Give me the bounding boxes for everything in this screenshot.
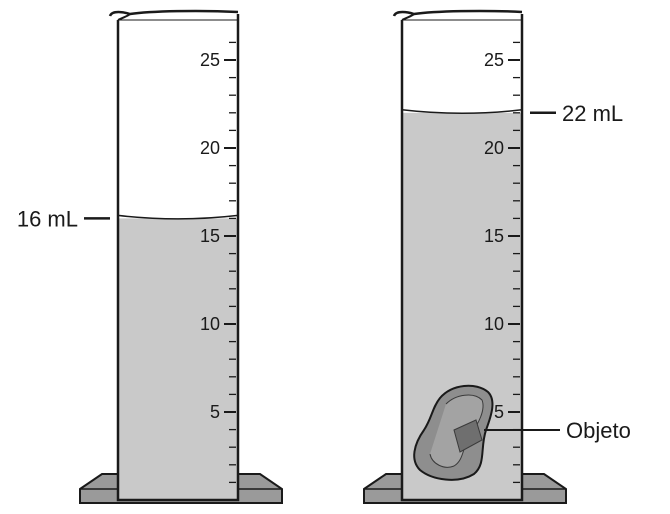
left-meniscus [117,214,239,220]
left-level-callout: 16 mL [17,206,78,231]
left-scale-label-20: 20 [200,138,220,158]
left-scale-ticks [224,41,236,484]
right-cylinder-wall [400,14,524,502]
right-level-callout: 22 mL [562,101,623,126]
left-scale-label-15: 15 [200,226,220,246]
right-cylinder-spout [392,9,523,17]
left-cylinder-spout [108,9,239,17]
right-scale-label-10: 10 [484,314,504,334]
left-scale-labels: 25 20 15 10 5 [200,50,220,422]
right-scale-ticks [508,41,520,484]
right-cylinder: 25 20 15 10 5 22 mL Objeto [363,9,631,504]
object-label: Objeto [566,418,631,443]
left-scale-label-10: 10 [200,314,220,334]
right-scale-label-20: 20 [484,138,504,158]
left-scale-label-25: 25 [200,50,220,70]
right-scale-label-25: 25 [484,50,504,70]
left-cylinder-wall [116,14,240,502]
right-scale-labels: 25 20 15 10 5 [484,50,504,422]
left-cylinder: 25 20 15 10 5 16 mL [17,9,283,504]
left-liquid [118,218,238,500]
right-meniscus [401,109,523,115]
right-scale-label-15: 15 [484,226,504,246]
right-scale-label-5: 5 [494,402,504,422]
submerged-object [413,384,494,481]
left-scale-label-5: 5 [210,402,220,422]
